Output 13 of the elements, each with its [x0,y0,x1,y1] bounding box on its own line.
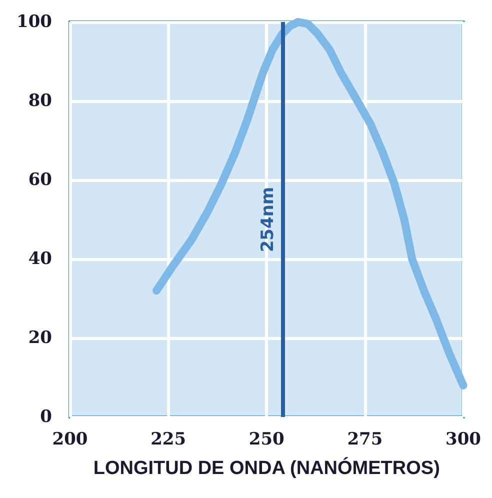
y-tick-label: 80 [28,91,52,111]
x-tick-label: 250 [248,430,285,450]
y-tick-label: 100 [16,12,52,32]
y-tick-label: 20 [28,328,52,348]
x-tick-label: 300 [446,430,482,450]
y-tick-label: 60 [28,170,52,190]
x-axis-title: LONGITUD DE ONDA (NANÓMETROS) [93,457,440,479]
y-tick-label: 0 [40,407,52,427]
x-tick-label: 200 [52,430,88,450]
x-tick-label: 275 [347,430,383,450]
ref-line-label: 254nm [258,186,278,252]
x-tick-label: 225 [150,430,186,450]
y-tick-label: 40 [28,249,52,269]
